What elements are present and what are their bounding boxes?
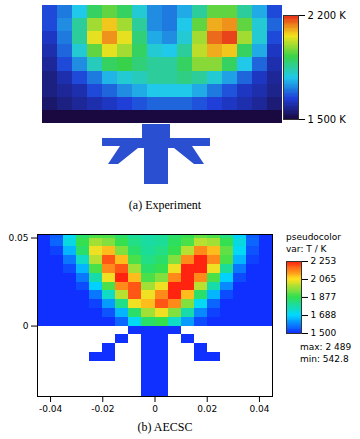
svg-text:2 065: 2 065 [311, 274, 337, 284]
svg-text:2 200 K: 2 200 K [308, 10, 347, 21]
html-text:var: T / K: var: T / K [286, 244, 327, 254]
svg-text:-0.02: -0.02 [91, 404, 114, 414]
html-text:max: 2 489: max: 2 489 [300, 342, 352, 352]
svg-text:2 253: 2 253 [311, 256, 337, 266]
svg-text:1 500: 1 500 [311, 328, 337, 338]
html-text:pseudocolor: pseudocolor [286, 232, 341, 242]
svg-text:0: 0 [23, 321, 29, 331]
html-text:min: 542.8: min: 542.8 [300, 354, 349, 364]
svg-text:0.02: 0.02 [197, 404, 217, 414]
svg-text:-0.04: -0.04 [39, 404, 63, 414]
svg-text:0.04: 0.04 [249, 404, 269, 414]
html-text:(b) AECSC: (b) AECSC [137, 420, 193, 434]
html-text:(a) Experiment: (a) Experiment [128, 198, 202, 212]
svg-text:1 500 K: 1 500 K [308, 114, 347, 125]
svg-text:0: 0 [152, 404, 158, 414]
svg-text:1 877: 1 877 [311, 292, 337, 302]
svg-text:1 688: 1 688 [311, 310, 337, 320]
svg-text:0.05: 0.05 [8, 233, 28, 243]
